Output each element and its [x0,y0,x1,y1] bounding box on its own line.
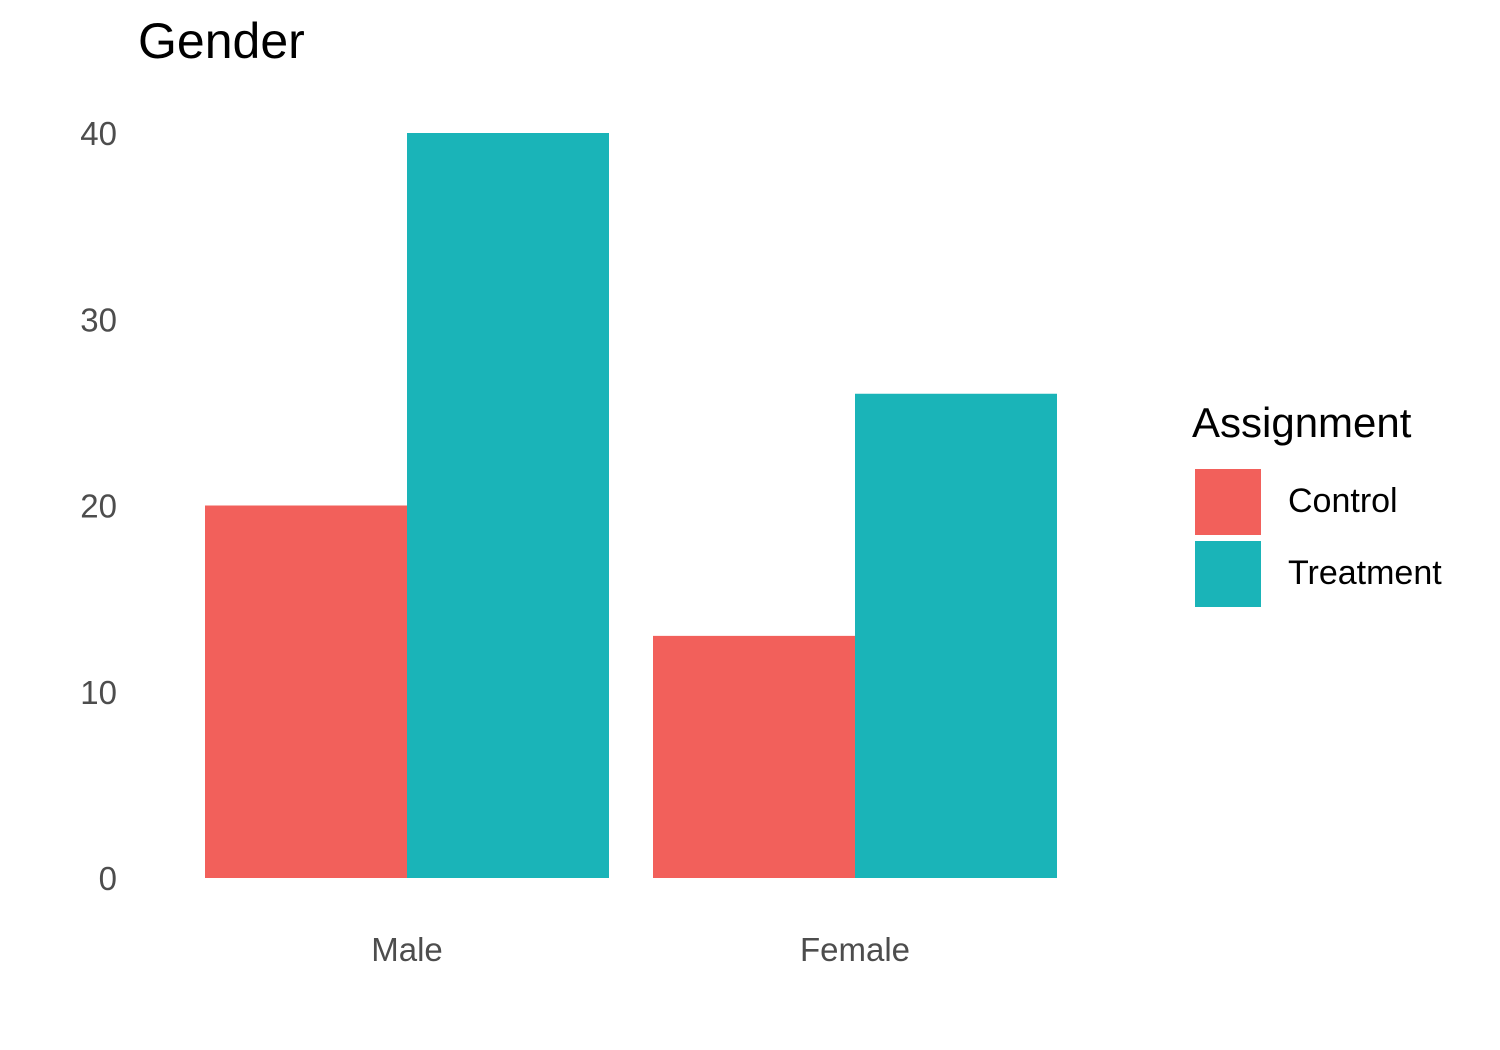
legend-label-control: Control [1288,482,1398,520]
y-tick-label: 30 [80,301,117,338]
y-tick-label: 10 [80,674,117,711]
legend-label-treatment: Treatment [1288,554,1442,592]
bar-female-control [653,635,855,878]
bar-male-treatment [407,133,609,878]
legend-item-treatment: Treatment [1195,541,1485,607]
y-tick-label: 40 [80,115,117,152]
legend-item-control: Control [1195,469,1485,535]
x-tick-label-female: Female [800,931,910,968]
x-tick-label-male: Male [371,931,443,968]
legend-title: Assignment [1192,399,1412,446]
y-tick-label: 20 [80,488,117,525]
bar-female-treatment [855,393,1057,878]
chart-title: Gender [138,13,305,69]
bar-male-control [205,505,407,878]
y-tick-label: 0 [99,860,117,897]
legend-swatch-treatment [1195,541,1261,607]
legend-swatch-control [1195,469,1261,535]
